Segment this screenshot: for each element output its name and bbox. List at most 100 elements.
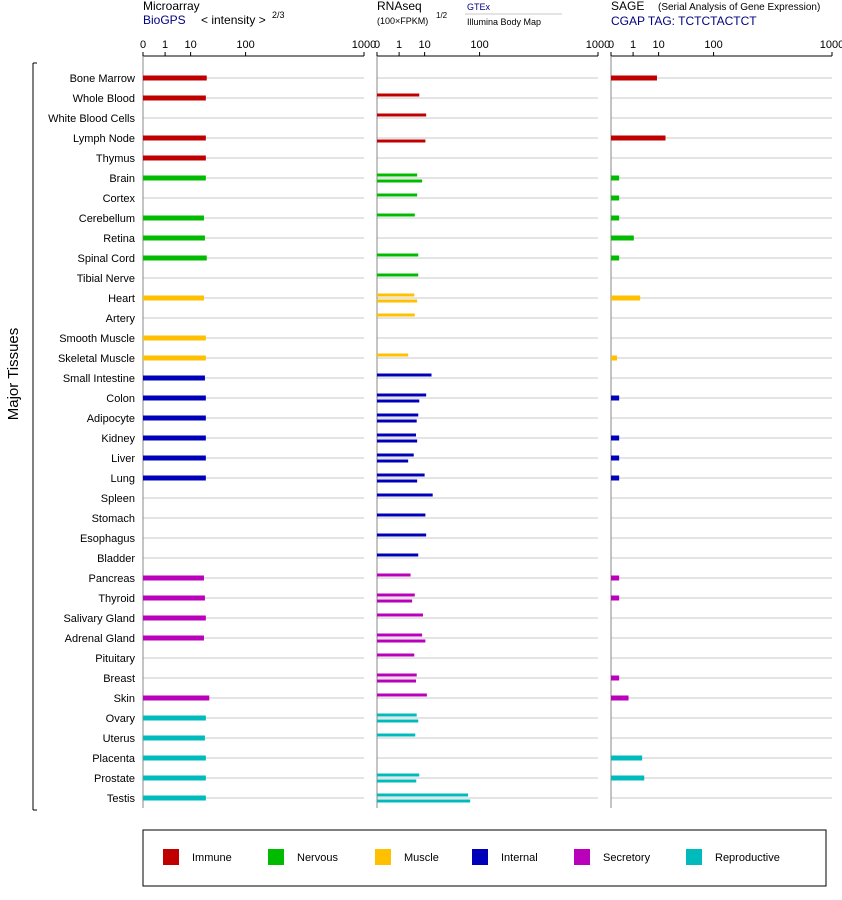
tissue-label: Prostate [94,773,135,785]
rnaseq-gtex-bar [377,193,418,197]
rnaseq-gtex-bar [377,773,420,777]
tissue-label: Retina [103,233,136,245]
microarray-bar [143,475,206,481]
rnaseq-source-ibm: Illumina Body Map [467,17,541,27]
rnaseq-gtex-bar [377,93,420,97]
microarray-bar [143,435,206,441]
tissue-label: Placenta [92,753,136,765]
microarray-title: Microarray [143,0,200,13]
microarray-axis: 0 1 10 100 1000 [140,39,376,808]
rnaseq-ibm-bar [377,179,423,183]
rnaseq-gtex-bar [377,653,415,657]
rnaseq-gtex-bar [377,413,419,417]
rnaseq-ibm-bar [377,299,418,303]
rnaseq-gtex-bar [377,573,411,577]
legend-swatch-immune [163,849,179,865]
rnaseq-tick-label: 10 [418,39,430,51]
rnaseq-gtex-bar [377,633,423,637]
microarray-tick-label: 1 [162,39,168,51]
rnaseq-gtex-bar [377,353,409,357]
legend-swatch-internal [472,849,488,865]
microarray-tick-label: 100 [236,39,254,51]
rnaseq-unit-exponent: 1/2 [436,11,448,20]
tissue-label: Skeletal Muscle [58,353,135,365]
sage-title: SAGE [611,0,644,13]
microarray-bar [143,95,206,101]
microarray-bar [143,375,205,381]
legend-label-muscle: Muscle [404,852,439,864]
microarray-bar [143,215,204,221]
rnaseq-ibm-bar [377,599,413,603]
microarray-bar [143,595,205,601]
rnaseq-gtex-bar [377,433,417,437]
microarray-bar [143,175,206,181]
tissue-label: Heart [108,293,135,305]
tissue-label: Thyroid [98,593,135,605]
sage-bar [611,575,620,581]
tissue-label: Salivary Gland [63,613,135,625]
sage-bar [611,695,629,701]
microarray-unit: < intensity > [201,13,266,27]
grid-lines [143,77,832,799]
legend-label-reproductive: Reproductive [715,852,780,864]
rnaseq-gtex-bar [377,173,418,177]
microarray-bar [143,795,206,801]
rnaseq-gtex-bar [377,553,419,557]
bars [143,75,666,803]
rnaseq-gtex-bar [377,733,416,737]
sage-bar [611,235,634,241]
sage-bar [611,355,617,361]
legend-swatch-muscle [375,849,391,865]
rnaseq-ibm-bar [377,479,418,483]
tissue-label: Liver [111,453,135,465]
tissue-label: Bladder [97,553,135,565]
rnaseq-ibm-bar [377,419,417,423]
tissue-label: Ovary [106,713,136,725]
microarray-bar [143,635,204,641]
microarray-bar [143,155,206,161]
microarray-bar [143,755,206,761]
panel-header-rnaseq: RNAseq (100×FPKM) 1/2 GTEx Illumina Body… [377,0,562,27]
microarray-unit-exponent: 2/3 [272,10,285,20]
rnaseq-gtex-bar [377,593,415,597]
sage-tick-label: 100 [704,39,722,51]
sage-tick-label: 1000 [820,39,842,51]
legend-swatch-secretory [574,849,590,865]
microarray-bar [143,135,206,141]
microarray-tick-label: 1000 [352,39,376,51]
rnaseq-gtex-bar [377,493,433,497]
legend-label-immune: Immune [192,852,232,864]
rnaseq-tick-label: 1 [396,39,402,51]
rnaseq-title: RNAseq [377,0,422,13]
sage-tick-label: 1 [630,39,636,51]
sage-bar [611,595,620,601]
microarray-bar [143,295,204,301]
microarray-bar [143,415,206,421]
panel-header-sage: SAGE (Serial Analysis of Gene Expression… [611,0,820,28]
sage-bar [611,395,620,401]
tissue-label: Kidney [101,433,135,445]
tissue-label: Cerebellum [79,213,135,225]
microarray-bar [143,735,205,741]
sage-axis: 0 1 10 100 1000 [608,39,842,808]
rnaseq-gtex-bar [377,473,425,477]
sage-tick-label: 10 [652,39,664,51]
rnaseq-ibm-bar [377,779,417,783]
microarray-bar [143,615,206,621]
rnaseq-ibm-bar [377,139,426,143]
tissue-label: Bone Marrow [70,73,135,85]
microarray-bar [143,695,210,701]
sage-bar [611,435,620,441]
legend-label-nervous: Nervous [297,852,338,864]
rnaseq-tick-label: 0 [374,39,380,51]
tissue-label: White Blood Cells [48,113,135,125]
sage-bar [611,175,620,181]
rnaseq-gtex-bar [377,673,417,677]
tissue-label: Adrenal Gland [65,633,135,645]
sage-bar [611,195,620,201]
rnaseq-gtex-bar [377,693,427,697]
tissue-label: Spleen [101,493,135,505]
sage-title-note: (Serial Analysis of Gene Expression) [658,2,820,13]
